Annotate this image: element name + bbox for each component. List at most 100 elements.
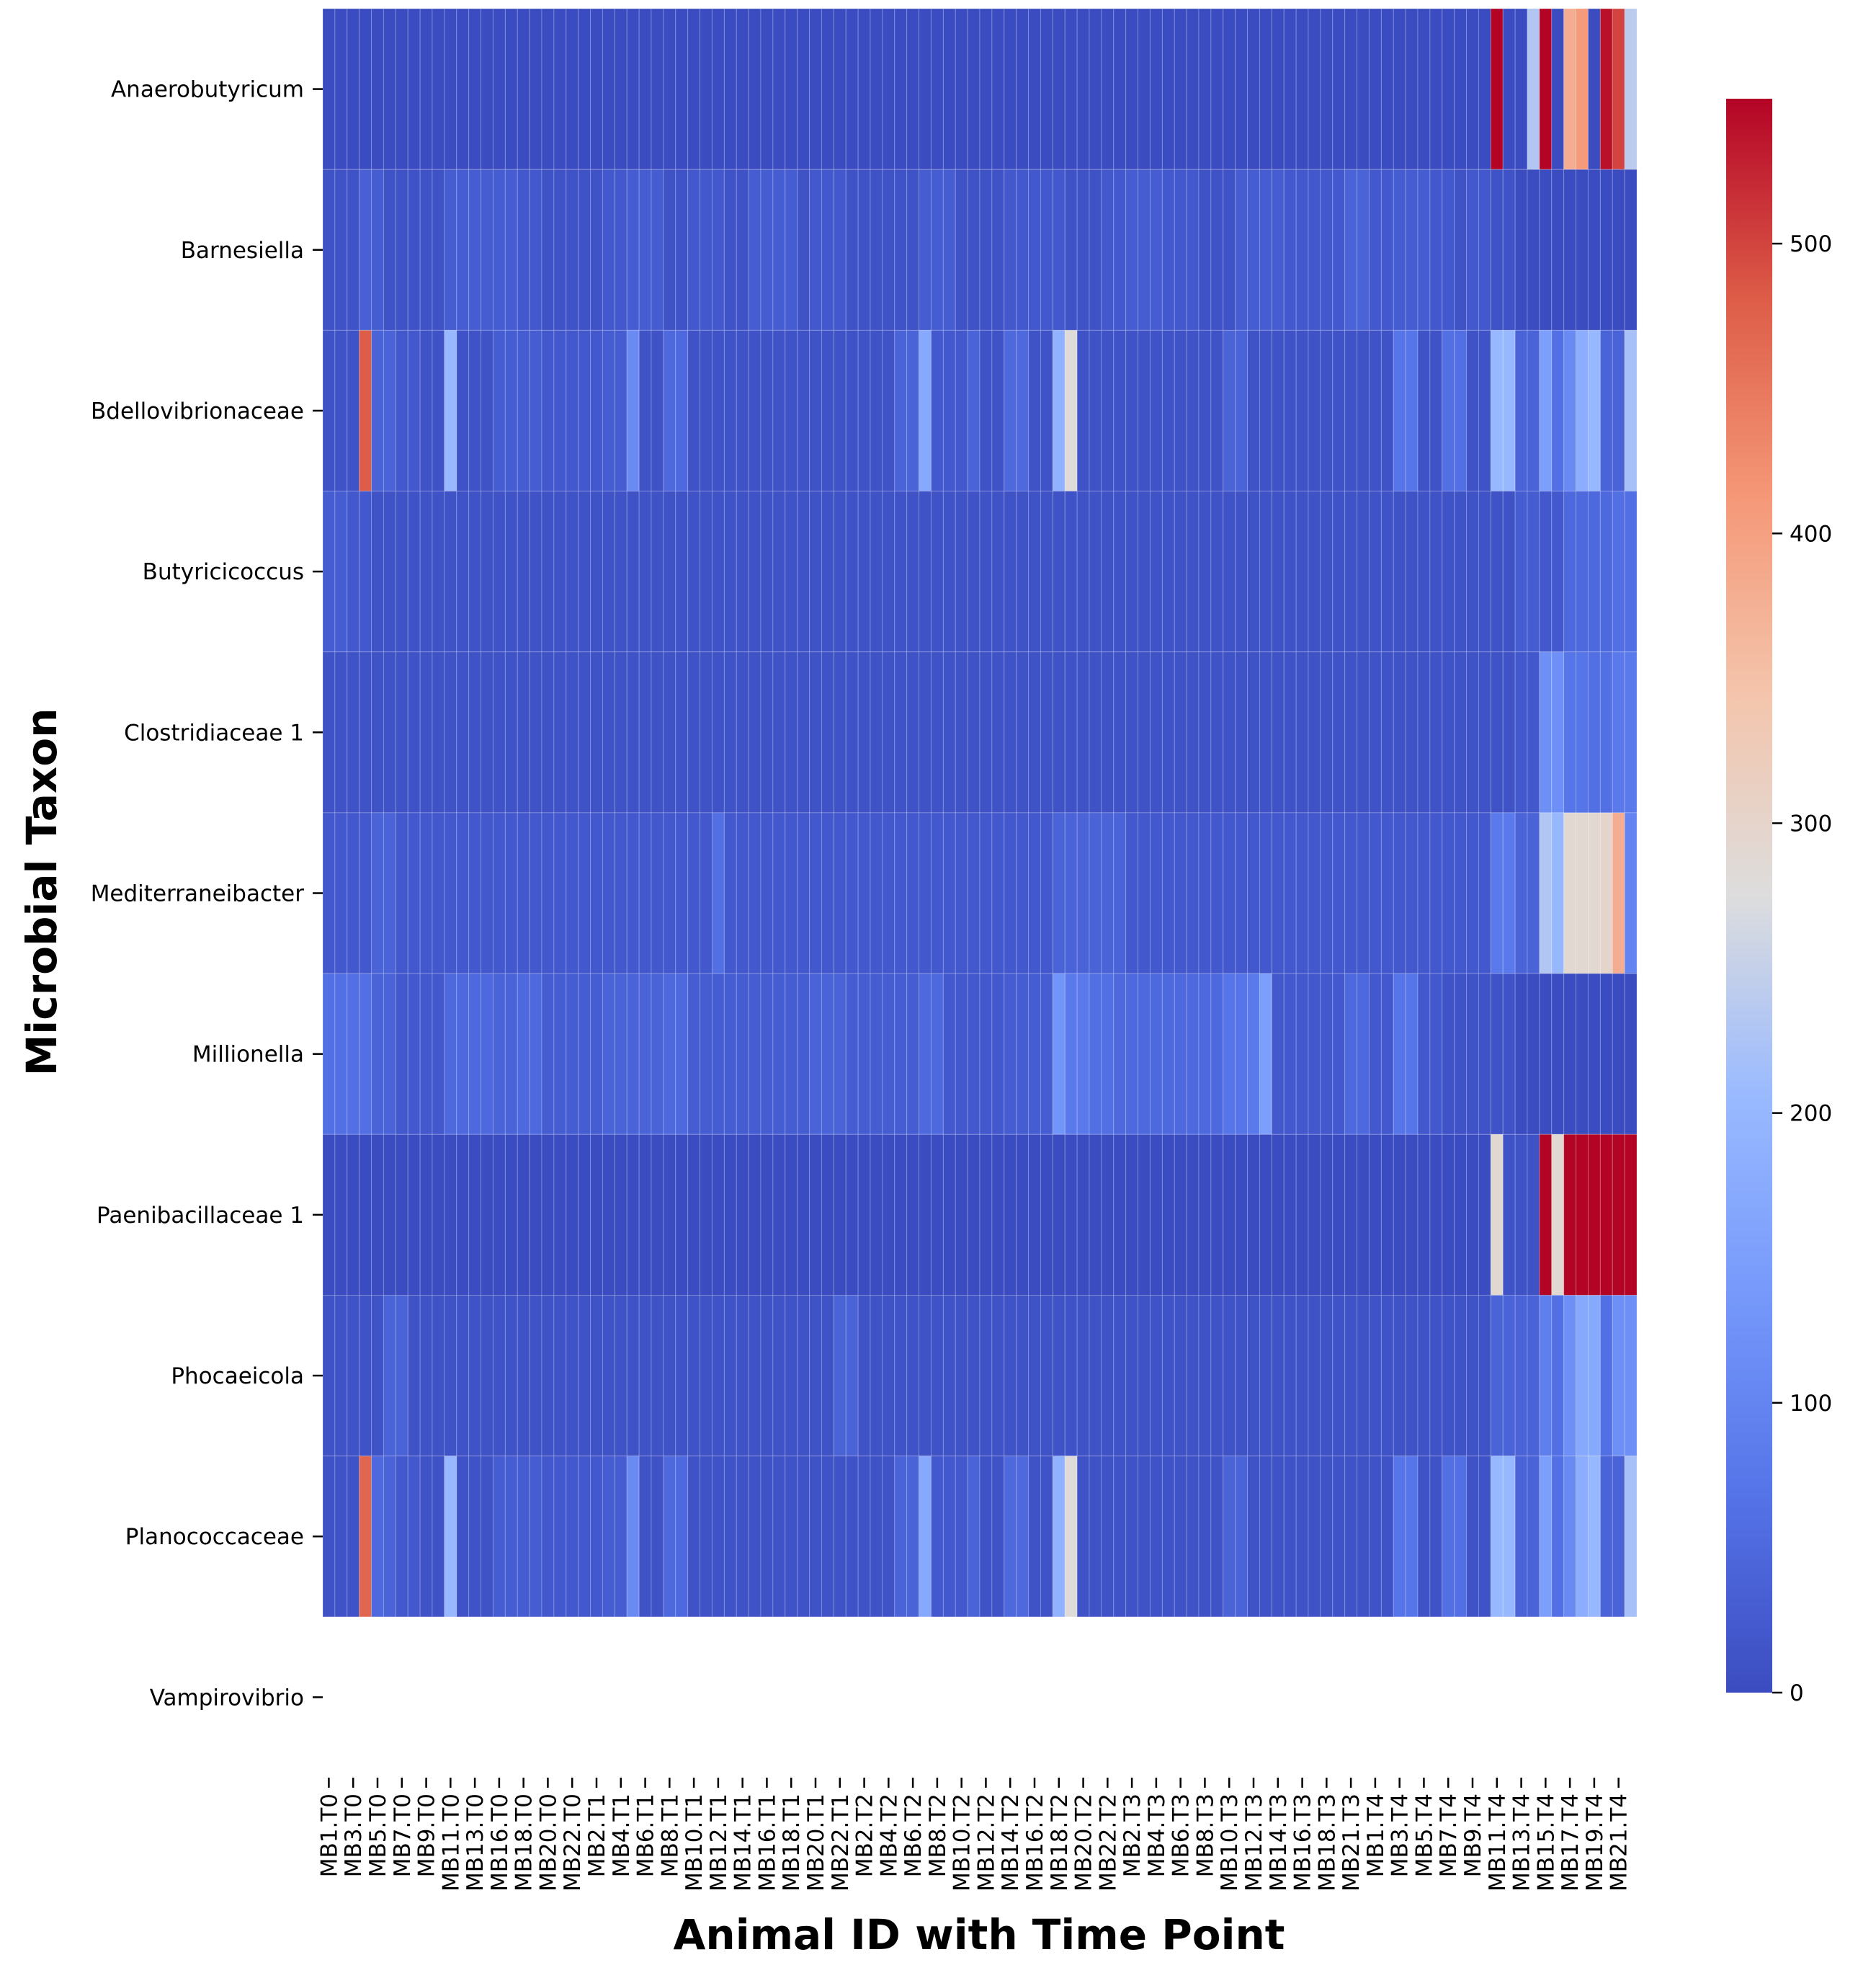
heatmap-cell: [857, 491, 871, 653]
heatmap-cell: [1612, 491, 1625, 653]
heatmap-cell: [1490, 329, 1504, 492]
heatmap-cell: [797, 8, 810, 170]
heatmap-cell: [1478, 812, 1491, 974]
heatmap-cell: [407, 1294, 421, 1457]
heatmap-cell: [942, 329, 956, 492]
heatmap-cell: [1332, 8, 1346, 170]
heatmap-cell: [919, 1133, 932, 1296]
heatmap-cell: [322, 329, 336, 492]
heatmap-cell: [821, 329, 834, 492]
heatmap-cell: [1344, 329, 1358, 492]
heatmap-cell: [1405, 973, 1419, 1135]
heatmap-cell: [1295, 1133, 1309, 1296]
heatmap-cell: [1016, 812, 1029, 974]
heatmap-cell: [919, 329, 932, 492]
heatmap-cell: [955, 1294, 968, 1457]
heatmap-cell: [1040, 8, 1053, 170]
heatmap-cell: [845, 169, 859, 331]
heatmap-cell: [578, 1294, 591, 1457]
heatmap-cell: [1332, 169, 1346, 331]
heatmap-cell: [1478, 329, 1491, 492]
heatmap-cell: [1004, 1133, 1017, 1296]
heatmap-cell: [1380, 1133, 1394, 1296]
heatmap-cell: [1138, 8, 1151, 170]
heatmap-cell: [711, 973, 725, 1135]
heatmap-cell: [919, 973, 932, 1135]
heatmap-cell: [566, 8, 579, 170]
heatmap-cell: [1357, 812, 1370, 974]
heatmap-cell: [1101, 812, 1115, 974]
heatmap-cell: [1295, 812, 1309, 974]
heatmap-cell: [1210, 1294, 1224, 1457]
heatmap-cell: [359, 8, 372, 170]
heatmap-cell: [578, 973, 591, 1135]
heatmap-cell: [1442, 1294, 1455, 1457]
heatmap-cell: [1223, 491, 1236, 653]
heatmap-cell: [785, 329, 798, 492]
heatmap-cell: [955, 1456, 968, 1618]
heatmap-cell: [1429, 329, 1443, 492]
heatmap-cell: [529, 1133, 542, 1296]
heatmap-cell: [772, 973, 786, 1135]
heatmap-cell: [955, 973, 968, 1135]
heatmap-cell: [1198, 1456, 1212, 1618]
heatmap-cell: [1380, 1456, 1394, 1618]
heatmap-cell: [955, 169, 968, 331]
heatmap-cell: [663, 651, 676, 814]
x-tick-label: MB21.T4: [1607, 1794, 1632, 1892]
heatmap-cell: [529, 812, 542, 974]
heatmap-cell: [1028, 973, 1042, 1135]
heatmap-cell: [1295, 329, 1309, 492]
heatmap-cell: [1125, 169, 1139, 331]
heatmap-cell: [529, 329, 542, 492]
heatmap-cell: [1210, 329, 1224, 492]
heatmap-cell: [614, 1133, 627, 1296]
heatmap-cell: [1599, 491, 1613, 653]
x-tick-label: MB10.T2: [950, 1794, 975, 1892]
heatmap-cell: [1138, 329, 1151, 492]
heatmap-cell: [1283, 973, 1297, 1135]
heatmap-cell: [906, 651, 920, 814]
heatmap-cell: [1076, 329, 1090, 492]
heatmap-cell: [517, 1456, 530, 1618]
heatmap-cell: [347, 491, 360, 653]
heatmap-cell: [845, 1456, 859, 1618]
heatmap-cell: [1551, 169, 1565, 331]
x-tick-label: MB11.T4: [1485, 1794, 1511, 1892]
heatmap-cell: [1490, 651, 1504, 814]
heatmap-cell: [991, 1456, 1005, 1618]
heatmap-cell: [760, 1294, 774, 1457]
heatmap-cell: [638, 329, 652, 492]
heatmap-cell: [1624, 651, 1638, 814]
heatmap-cell: [1563, 1456, 1577, 1618]
heatmap-cell: [1076, 491, 1090, 653]
heatmap-cell: [1514, 1294, 1528, 1457]
heatmap-cell: [566, 1133, 579, 1296]
x-tick-label: MB2.T3: [1120, 1794, 1145, 1877]
heatmap-cell: [1551, 1294, 1565, 1457]
heatmap-cell: [614, 491, 627, 653]
heatmap-cell: [1527, 169, 1540, 331]
heatmap-cell: [809, 1294, 823, 1457]
heatmap-cell: [1089, 973, 1102, 1135]
heatmap-cell: [1210, 1133, 1224, 1296]
heatmap-cell: [359, 1456, 372, 1618]
heatmap-cell: [1247, 651, 1261, 814]
heatmap-cell: [651, 329, 664, 492]
heatmap-cell: [432, 812, 445, 974]
heatmap-cell: [1539, 812, 1553, 974]
heatmap-cell: [1125, 1133, 1139, 1296]
heatmap-cell: [857, 973, 871, 1135]
heatmap-cell: [1223, 1133, 1236, 1296]
heatmap-cell: [991, 329, 1005, 492]
heatmap-cell: [1089, 1294, 1102, 1457]
heatmap-cell: [1466, 973, 1480, 1135]
heatmap-cell: [444, 8, 457, 170]
x-tick-label: MB18.T3: [1314, 1794, 1340, 1892]
y-tick-label: Mediterraneibacter: [91, 881, 305, 907]
heatmap-cell: [626, 491, 640, 653]
heatmap-cell: [1186, 1294, 1200, 1457]
heatmap-cell: [602, 329, 615, 492]
x-tick-label: MB20.T2: [1071, 1794, 1097, 1892]
